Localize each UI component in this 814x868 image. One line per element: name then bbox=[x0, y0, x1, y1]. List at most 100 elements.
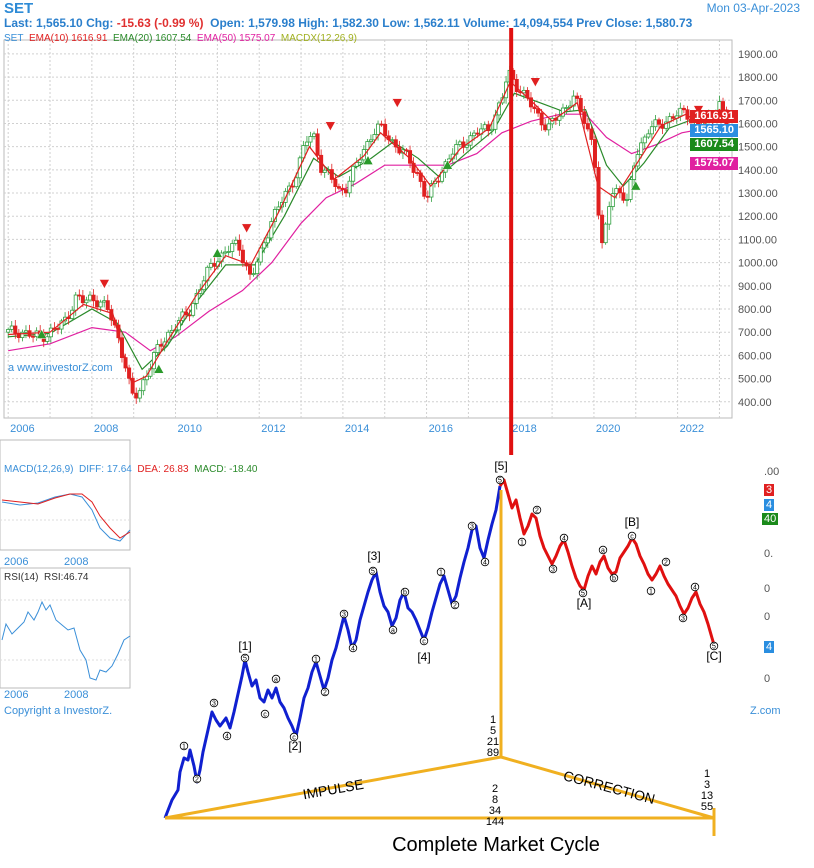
wave-point-marker bbox=[271, 674, 281, 684]
candle-body bbox=[336, 186, 341, 189]
buy-signal-marker bbox=[211, 247, 223, 258]
candle-body bbox=[134, 392, 139, 399]
rsi-axis-label-3: 0 bbox=[764, 611, 771, 623]
wave-point-label: 5 bbox=[243, 656, 247, 663]
wave-point-marker bbox=[646, 586, 656, 596]
candle-body bbox=[621, 192, 626, 201]
x-tick-label: 2010 bbox=[178, 423, 202, 435]
wave-point-marker bbox=[209, 698, 219, 708]
wave-point-marker bbox=[661, 557, 671, 567]
candle-body bbox=[223, 251, 228, 254]
candle-body bbox=[571, 95, 576, 107]
sell-signal-marker bbox=[529, 77, 541, 88]
candle-body bbox=[240, 249, 245, 264]
wave-point-marker bbox=[532, 505, 542, 515]
macd-dea-badge: 3 bbox=[764, 484, 775, 496]
ema50-path bbox=[8, 113, 730, 352]
wave-point-marker bbox=[578, 588, 588, 598]
buy-signal-marker bbox=[36, 329, 48, 339]
rsi-line bbox=[1, 600, 131, 681]
fib-number-end: 55 bbox=[701, 801, 713, 813]
candle-body bbox=[589, 128, 594, 140]
x-tick-label: 2014 bbox=[345, 423, 369, 435]
wave-point-label: 2 bbox=[195, 777, 199, 784]
wave-point-label: 3 bbox=[470, 524, 474, 531]
rsi-value-badge: 4 bbox=[764, 641, 775, 653]
wave-bracket-label: [3] bbox=[367, 549, 380, 563]
y-tick-label: 800.00 bbox=[738, 304, 772, 316]
wave-point-label: 2 bbox=[535, 508, 539, 515]
wave-point-label: a bbox=[391, 628, 395, 635]
candle-body bbox=[315, 133, 320, 156]
rsi-legend: RSI(14) RSI:46.74 bbox=[4, 572, 89, 583]
candle-body bbox=[187, 314, 192, 317]
ema10-line bbox=[8, 80, 731, 385]
legend-symbol: SET bbox=[4, 33, 24, 44]
wave-point-label: c bbox=[630, 534, 634, 541]
volume-label: Volume: bbox=[463, 16, 510, 30]
candle-body bbox=[13, 325, 18, 334]
candle-body bbox=[23, 330, 28, 333]
x-tick-label: 2020 bbox=[596, 423, 620, 435]
wave-point-marker bbox=[260, 709, 270, 719]
candle-body bbox=[653, 119, 658, 128]
candle-body bbox=[564, 107, 569, 109]
wave-point-marker bbox=[339, 609, 349, 619]
macd-legend: MACD(12,26,9) DIFF: 17.64 DEA: 26.83 MAC… bbox=[4, 464, 258, 475]
candle-body bbox=[415, 172, 420, 174]
candle-body bbox=[482, 124, 487, 130]
candle-body bbox=[429, 183, 434, 198]
wave-point-label: 4 bbox=[351, 646, 355, 653]
price-y-axis: 400.00 500.00 600.00 700.00 800.00 900.00 1000… bbox=[738, 49, 778, 409]
macd-macd-value: -18.40 bbox=[229, 464, 258, 475]
wave-point-marker bbox=[311, 654, 321, 664]
fib-number-end: 1 bbox=[704, 768, 710, 780]
low-label: Low: bbox=[382, 16, 411, 30]
rsi-value-label: RSI: bbox=[44, 572, 64, 583]
candle-body bbox=[180, 311, 185, 321]
wave-point-marker bbox=[192, 774, 202, 784]
y-tick-label: 700.00 bbox=[738, 327, 772, 339]
legend-ema10-value: 1616.91 bbox=[71, 33, 108, 44]
candle-body bbox=[262, 242, 267, 249]
fib-number-mid: 2 bbox=[492, 783, 498, 795]
cycle-caption: Complete Market Cycle bbox=[392, 834, 600, 856]
wave-bracket-label: [1] bbox=[238, 639, 251, 653]
wave-point-marker bbox=[240, 653, 250, 663]
wave-point-label: 2 bbox=[453, 603, 457, 610]
wave-point-label: c bbox=[292, 735, 296, 742]
wave-point-label: a bbox=[274, 677, 278, 684]
fib-number-peak: 5 bbox=[490, 725, 496, 737]
wave-point-label: 1 bbox=[520, 540, 524, 547]
y-tick-label: 500.00 bbox=[738, 374, 772, 386]
x-tick-label: 2018 bbox=[512, 423, 536, 435]
elliott-wave-diagram: 12345acc12345bac1234512435abc21435[1][2]… bbox=[132, 455, 764, 868]
candle-body bbox=[312, 133, 317, 137]
wave-point-marker bbox=[467, 521, 477, 531]
fib-number-mid: 8 bbox=[492, 794, 498, 806]
candle-body bbox=[422, 181, 427, 197]
wave-point-label: 1 bbox=[439, 570, 443, 577]
wave-point-marker bbox=[495, 475, 505, 485]
candle-body bbox=[233, 239, 238, 244]
legend-ema50-value: 1575.07 bbox=[239, 33, 276, 44]
wave-point-label: 4 bbox=[483, 560, 487, 567]
low-value: 1,562.11 bbox=[413, 16, 460, 30]
legend-ema20-label: EMA(20) bbox=[112, 33, 153, 44]
fib-number-mid: 144 bbox=[486, 816, 504, 828]
fib-number-mid: 34 bbox=[489, 805, 501, 817]
legend-macdx-label: MACDX(12,26,9) bbox=[280, 33, 358, 44]
wave-point-marker bbox=[400, 587, 410, 597]
candle-body bbox=[84, 299, 89, 304]
candle-body bbox=[155, 344, 160, 353]
wave-point-marker bbox=[289, 732, 299, 742]
candle-body bbox=[721, 101, 726, 111]
candle-body bbox=[45, 336, 50, 342]
sell-signal-marker bbox=[98, 279, 110, 290]
y-tick-label: 1600.00 bbox=[738, 118, 778, 130]
price-grid bbox=[3, 39, 733, 419]
candle-body bbox=[536, 108, 541, 114]
wave-point-label: 3 bbox=[681, 616, 685, 623]
candle-body bbox=[159, 344, 164, 347]
correction-diagonal bbox=[500, 755, 715, 820]
